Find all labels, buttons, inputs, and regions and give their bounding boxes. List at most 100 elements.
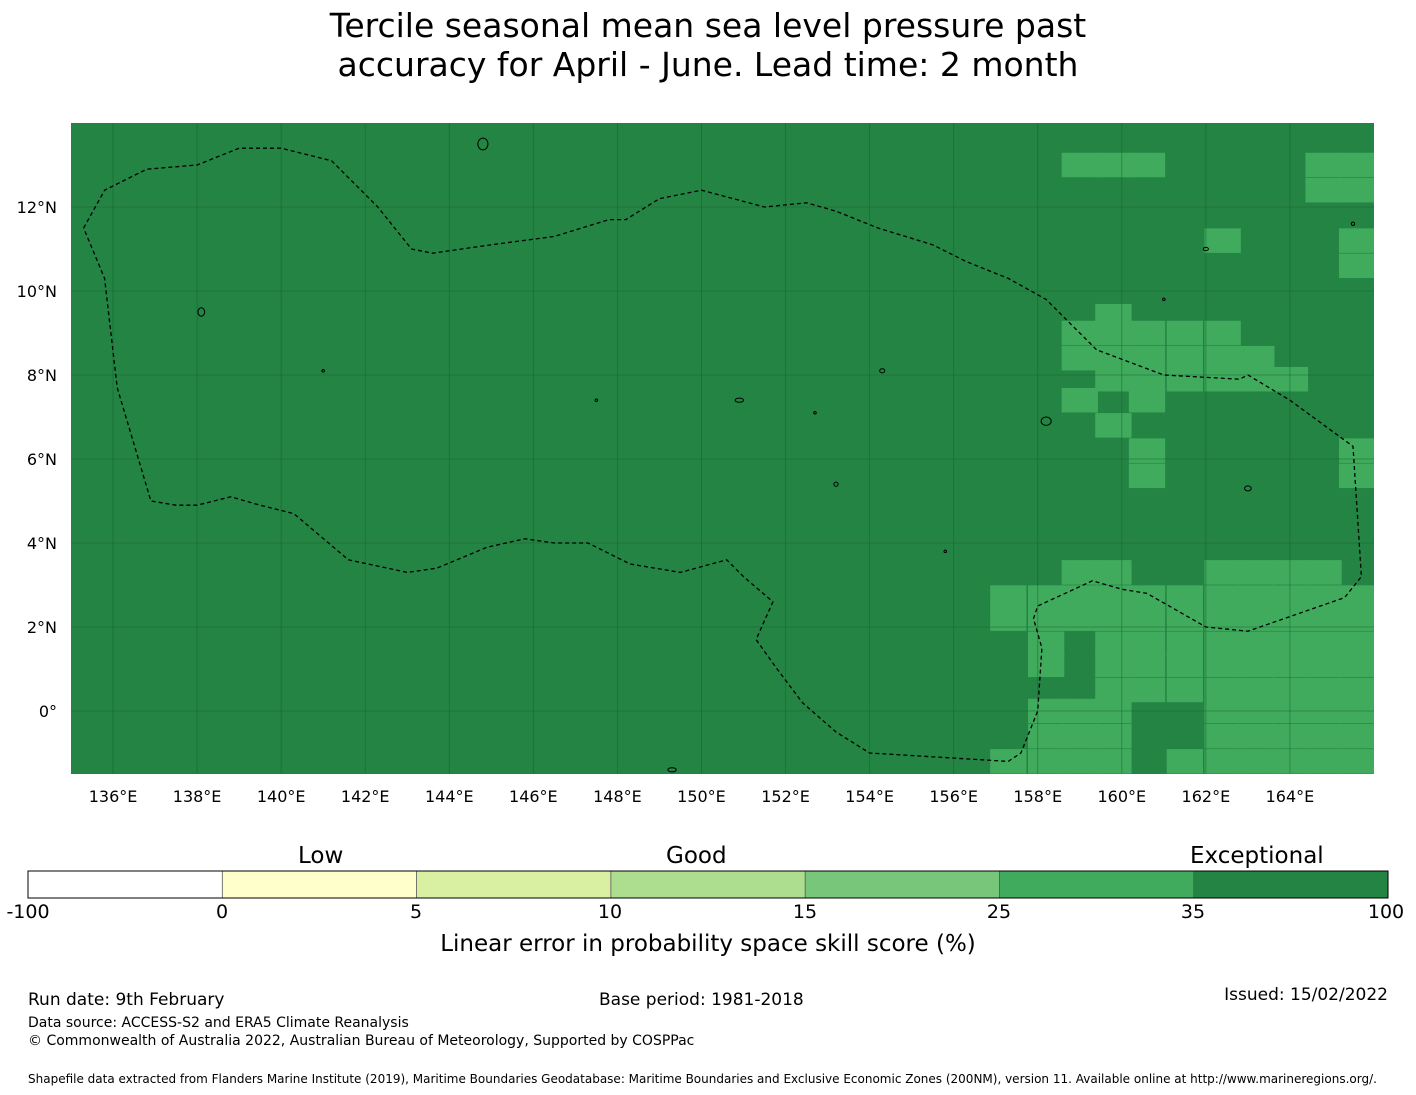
lon-tick-label: 150°E: [677, 787, 726, 806]
skill-cell: [1095, 652, 1132, 678]
skill-cell: [1238, 585, 1275, 610]
island-outline: [734, 397, 745, 403]
lon-tick-label: 154°E: [845, 787, 894, 806]
lon-tick-label: 158°E: [1013, 787, 1062, 806]
skill-cell: [1166, 749, 1204, 774]
title-line-1: Tercile seasonal mean sea level pressure…: [329, 6, 1087, 45]
colorbar-tick: -100: [6, 901, 50, 923]
skill-cell: [1166, 631, 1204, 657]
skill-cell: [1061, 723, 1098, 749]
lat-tick-label: 2°N: [27, 618, 57, 637]
lon-tick-label: 160°E: [1097, 787, 1146, 806]
colorbar-tick: 10: [597, 901, 623, 923]
skill-cell: [1166, 652, 1204, 678]
island-outline: [197, 307, 206, 317]
skill-cell: [1027, 631, 1065, 657]
colorbar-tick: 5: [409, 901, 423, 923]
island-outline: [879, 368, 886, 374]
island-outline: [594, 398, 599, 402]
colorbar-segment: [999, 871, 1194, 898]
lon-tick-label: 142°E: [341, 787, 390, 806]
skill-cell: [1128, 677, 1166, 703]
base-period: Base period: 1981-2018: [599, 990, 804, 1010]
map-title: Tercile seasonal mean sea level pressure…: [0, 6, 1416, 84]
lat-tick-label: 6°N: [27, 450, 57, 469]
island-outline: [1162, 297, 1166, 302]
skill-cell: [1061, 345, 1098, 371]
issued-date: Issued: 15/02/2022: [1224, 985, 1388, 1005]
lon-tick-label: 164°E: [1266, 787, 1315, 806]
lon-tick-label: 156°E: [929, 787, 978, 806]
skill-cell: [1204, 631, 1241, 657]
skill-cell: [1128, 152, 1166, 178]
island-outline: [943, 549, 948, 554]
skill-cell: [1095, 677, 1132, 703]
lat-tick-label: 4°N: [27, 534, 57, 553]
skill-cell: [1095, 345, 1132, 371]
skill-cell: [1305, 723, 1342, 749]
skill-cell: [1339, 463, 1374, 489]
skill-cell: [1095, 585, 1132, 610]
skill-cell: [1204, 560, 1241, 585]
skill-cell: [1095, 560, 1132, 585]
skill-cell: [1339, 253, 1374, 279]
skill-cell: [1128, 366, 1166, 392]
skill-cell: [1027, 723, 1065, 749]
skill-cell: [1339, 585, 1374, 610]
map-area: [50, 123, 1374, 774]
skill-cell: [1204, 677, 1241, 703]
skill-cell: [1305, 652, 1342, 678]
colorbar-title: Linear error in probability space skill …: [440, 931, 976, 957]
skill-cell: [1027, 652, 1065, 678]
skill-cell: [1204, 585, 1241, 610]
skill-cell: [1238, 749, 1275, 774]
skill-cell: [1095, 631, 1132, 657]
lat-tick-label: 0°: [39, 702, 57, 721]
colorbar-segment: [416, 871, 611, 898]
skill-cell: [1339, 228, 1374, 253]
skill-cell: [1128, 652, 1166, 678]
skill-cell: [1061, 585, 1098, 610]
category-good-label: Good: [666, 843, 727, 869]
skill-cell: [1204, 228, 1241, 253]
colorbar-tick: 35: [1180, 901, 1206, 923]
lon-tick-label: 162°E: [1182, 787, 1231, 806]
skill-cell: [1305, 749, 1342, 774]
skill-cell: [1339, 749, 1374, 774]
skill-cell: [1238, 677, 1275, 703]
skill-cell: [1095, 723, 1132, 749]
skill-cell: [1339, 677, 1374, 703]
lon-tick-label: 138°E: [173, 787, 222, 806]
island-outline: [1040, 416, 1052, 426]
colorbar-frame: [27, 870, 1389, 899]
island-outline: [50, 394, 58, 407]
colorbar-tick: 15: [792, 901, 818, 923]
lon-tick-label: 140°E: [257, 787, 306, 806]
skill-cell: [1305, 677, 1342, 703]
data-source: Data source: ACCESS-S2 and ERA5 Climate …: [28, 1015, 409, 1031]
island-outline: [1350, 221, 1356, 226]
skill-cell: [1204, 652, 1241, 678]
eez-boundary: [83, 147, 1363, 763]
skill-cell: [1166, 345, 1204, 371]
skill-cell: [1095, 366, 1132, 392]
skill-cell: [1128, 463, 1166, 489]
title-line-2: accuracy for April - June. Lead time: 2 …: [337, 45, 1079, 84]
skill-cell: [1305, 631, 1342, 657]
skill-cell: [1166, 677, 1204, 703]
skill-cell: [1061, 152, 1098, 178]
skill-cell: [1305, 560, 1342, 585]
lon-tick-label: 136°E: [89, 787, 138, 806]
skill-cell: [1238, 631, 1275, 657]
category-low-label: Low: [298, 843, 344, 869]
skill-cell: [1027, 585, 1065, 610]
skill-cell: [1095, 749, 1132, 774]
colorbar-segment: [805, 871, 1000, 898]
island-outline: [1202, 246, 1209, 252]
island-outline: [1244, 485, 1252, 492]
island-outline: [321, 369, 325, 373]
lat-tick-label: 10°N: [17, 282, 57, 301]
colorbar-tick: 0: [215, 901, 229, 923]
skill-cell: [1204, 749, 1241, 774]
skill-cell: [1027, 749, 1065, 774]
